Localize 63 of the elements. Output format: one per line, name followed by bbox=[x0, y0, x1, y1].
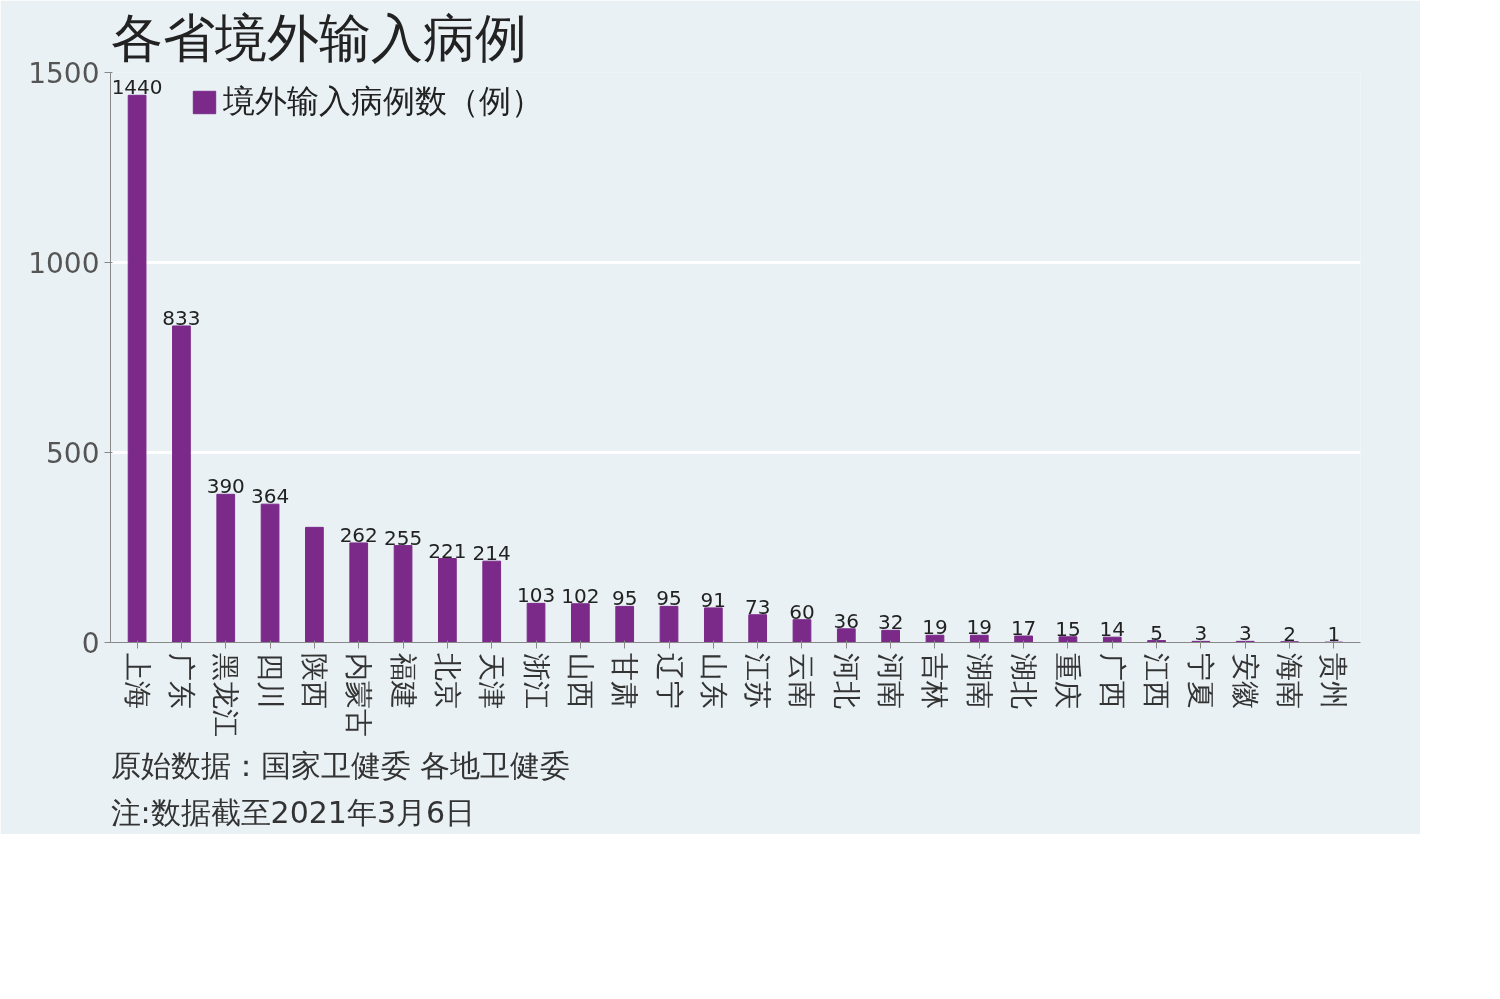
x-tick-label: 浙江 bbox=[519, 653, 553, 710]
data-label: 262 bbox=[339, 522, 378, 547]
x-tick-label: 辽宁 bbox=[652, 653, 686, 710]
x-tick-label: 江西 bbox=[1140, 653, 1174, 710]
x-tick-label: 安徽 bbox=[1228, 653, 1262, 710]
data-label: 19 bbox=[922, 615, 948, 640]
x-tick-label: 海南 bbox=[1273, 653, 1307, 710]
x-tick-label: 江苏 bbox=[741, 653, 775, 710]
x-tick-label: 四川 bbox=[253, 653, 287, 710]
data-label: 2 bbox=[1283, 621, 1296, 646]
x-tick-label: 陕西 bbox=[297, 653, 331, 710]
data-label: 255 bbox=[383, 525, 423, 550]
data-label: 15 bbox=[1055, 616, 1081, 641]
data-label: 5 bbox=[1150, 620, 1163, 645]
data-label: 73 bbox=[744, 594, 771, 619]
x-tick-label: 宁夏 bbox=[1184, 653, 1218, 710]
y-tick-label: 1000 bbox=[28, 247, 100, 280]
x-tick-label: 天津 bbox=[475, 653, 509, 710]
x-tick-label: 重庆 bbox=[1051, 653, 1085, 710]
x-tick-label: 广西 bbox=[1095, 653, 1129, 710]
text: 原始数据：国家卫健委 各地卫健委 bbox=[110, 747, 571, 783]
x-tick-label: 山东 bbox=[696, 653, 730, 710]
data-label: 14 bbox=[1099, 617, 1125, 642]
text: 注:数据截至2021年3月6日 bbox=[110, 794, 476, 830]
y-tick-label: 0 bbox=[81, 627, 100, 660]
x-tick-label: 内蒙古 bbox=[342, 653, 376, 738]
x-tick-label: 上海 bbox=[120, 653, 154, 710]
x-tick-label: 河北 bbox=[829, 653, 863, 710]
data-label: 17 bbox=[1010, 616, 1037, 641]
x-tick-label: 福建 bbox=[386, 653, 420, 710]
data-label: 103 bbox=[516, 583, 556, 608]
x-tick-label: 河南 bbox=[874, 653, 908, 710]
data-label: 95 bbox=[656, 586, 682, 611]
x-tick-label: 甘肃 bbox=[608, 653, 642, 710]
x-tick-label: 贵州 bbox=[1317, 653, 1351, 710]
data-label: 91 bbox=[700, 587, 727, 612]
x-tick-label: 山西 bbox=[563, 653, 597, 710]
data-label: 364 bbox=[250, 484, 290, 509]
x-tick-label: 黑龙江 bbox=[209, 653, 243, 738]
data-label: 32 bbox=[877, 610, 904, 635]
x-tick-label: 云南 bbox=[785, 653, 819, 710]
x-tick-label: 湖南 bbox=[962, 653, 996, 710]
data-label: 1440 bbox=[111, 75, 163, 100]
data-label: 95 bbox=[611, 586, 638, 611]
x-tick-label: 北京 bbox=[430, 653, 464, 710]
data-label: 1 bbox=[1327, 622, 1341, 647]
chart-title: 各省境外输入病例 bbox=[110, 7, 527, 68]
legend-label: 境外输入病例数（例） bbox=[223, 81, 543, 122]
x-tick-label: 湖北 bbox=[1007, 653, 1041, 710]
x-tick-label: 吉林 bbox=[918, 653, 952, 710]
data-label: 19 bbox=[966, 615, 993, 640]
data-label: 390 bbox=[206, 474, 245, 499]
data-label: 3 bbox=[1194, 621, 1208, 646]
data-label: 36 bbox=[833, 608, 860, 633]
data-label: 102 bbox=[561, 583, 600, 608]
y-tick-label: 500 bbox=[46, 437, 100, 470]
data-label: 3 bbox=[1238, 621, 1252, 646]
data-label: 214 bbox=[472, 541, 511, 566]
data-label: 833 bbox=[162, 305, 201, 330]
data-label: 60 bbox=[789, 599, 815, 624]
data-label: 221 bbox=[428, 538, 467, 563]
x-tick-label: 广东 bbox=[164, 653, 198, 710]
y-tick-label: 1500 bbox=[28, 57, 100, 90]
